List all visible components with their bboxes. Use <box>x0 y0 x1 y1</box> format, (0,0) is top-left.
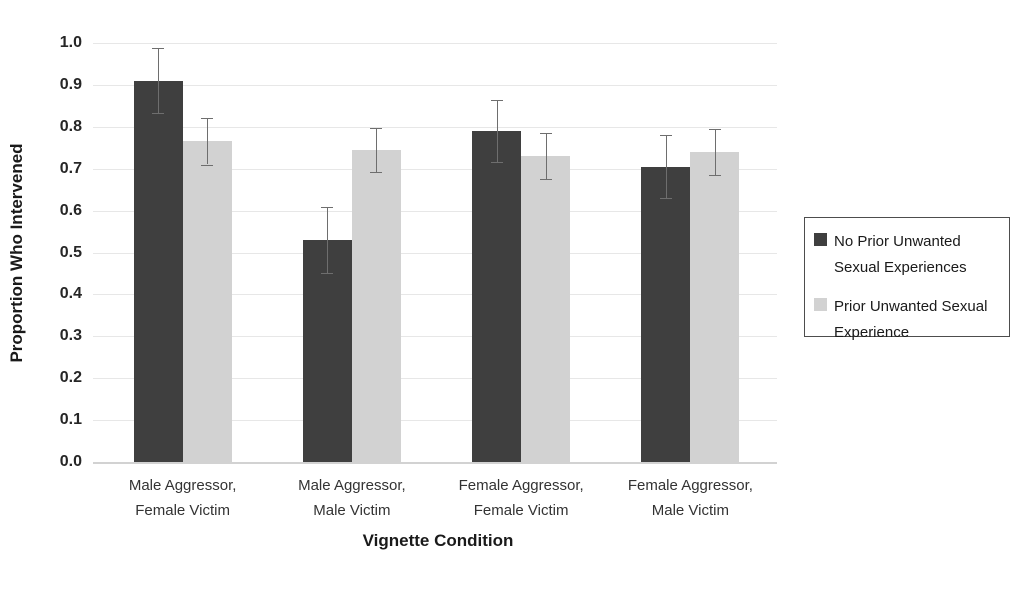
bar-no-prior-cat3 <box>472 130 522 462</box>
y-tick-label: 0.4 <box>59 285 82 302</box>
error-bar <box>207 118 209 165</box>
error-bar-cap <box>370 127 383 129</box>
x-axis-title: Vignette Condition <box>362 531 514 550</box>
error-bar <box>327 207 329 273</box>
gridline <box>93 85 777 86</box>
gridline <box>93 420 777 421</box>
error-bar <box>714 128 716 175</box>
gridline <box>93 43 777 44</box>
y-axis-title: Proportion Who Intervened <box>7 143 26 363</box>
gridline <box>93 378 777 379</box>
error-bar-cap <box>708 174 721 176</box>
error-bar-cap <box>490 162 503 164</box>
legend-label: Prior Unwanted Sexual Experience <box>834 298 988 341</box>
error-bar-cap <box>539 179 552 181</box>
x-axis-line <box>93 462 777 464</box>
error-bar <box>158 48 160 113</box>
error-bar-cap <box>659 198 672 200</box>
gridline <box>93 211 777 212</box>
bar-no-prior-cat1 <box>133 80 183 462</box>
error-bar <box>376 127 378 173</box>
y-tick-label: 0.9 <box>59 76 82 93</box>
error-bar-cap <box>539 133 552 135</box>
error-bar-cap <box>708 128 721 130</box>
legend-swatch-icon <box>814 298 827 311</box>
bar-prior-cat1 <box>182 141 232 462</box>
error-bar-cap <box>152 112 165 114</box>
bar-prior-cat3 <box>521 156 571 462</box>
x-category-label: Male Aggressor, Male Victim <box>298 477 406 519</box>
x-category-label: Male Aggressor, Female Victim <box>128 477 237 519</box>
gridline <box>93 169 777 170</box>
error-bar <box>545 133 547 180</box>
gridline <box>93 127 777 128</box>
error-bar-cap <box>321 272 334 274</box>
y-tick-label: 0.0 <box>59 453 82 470</box>
y-tick-label: 0.3 <box>59 327 82 344</box>
error-bar-cap <box>201 164 214 166</box>
error-bar-cap <box>201 118 214 120</box>
error-bar-cap <box>321 207 334 209</box>
gridline <box>93 294 777 295</box>
x-category-label: Female Aggressor, Female Victim <box>458 477 584 519</box>
y-tick-label: 0.6 <box>59 202 82 219</box>
y-tick-label: 0.8 <box>59 118 82 135</box>
legend-entry-no-prior: No Prior Unwanted Sexual Experiences <box>814 229 1000 281</box>
legend-swatch-icon <box>814 233 827 246</box>
error-bar-cap <box>659 135 672 137</box>
x-category-label: Female Aggressor, Male Victim <box>627 477 753 519</box>
y-tick-label: 0.7 <box>59 160 82 177</box>
y-tick-label: 0.2 <box>59 369 82 386</box>
legend-entry-prior: Prior Unwanted Sexual Experience <box>814 294 1000 346</box>
y-tick-label: 0.1 <box>59 411 82 428</box>
legend-label: No Prior Unwanted Sexual Experiences <box>834 233 967 276</box>
error-bar-cap <box>370 172 383 174</box>
bar-prior-cat4 <box>690 151 740 462</box>
error-bar-cap <box>152 48 165 50</box>
error-bar <box>496 99 498 163</box>
y-tick-label: 0.5 <box>59 244 82 261</box>
y-tick-label: 1.0 <box>59 34 82 51</box>
legend: No Prior Unwanted Sexual Experiences Prio… <box>804 217 1010 341</box>
error-bar-cap <box>490 99 503 101</box>
gridline <box>93 253 777 254</box>
bar-prior-cat2 <box>351 149 401 462</box>
gridline <box>93 336 777 337</box>
bar-no-prior-cat2 <box>302 239 352 462</box>
error-bar <box>665 135 667 199</box>
bar-no-prior-cat4 <box>641 166 691 462</box>
